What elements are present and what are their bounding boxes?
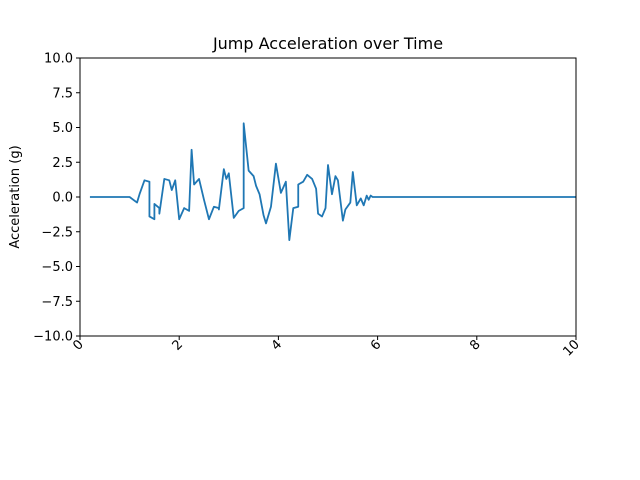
y-tick-label: 10.0 xyxy=(44,52,73,67)
x-tick-label: 10 xyxy=(561,337,583,359)
axis-ticks: −10.0 −7.5 −5.0 −2.5 0.0 2.5 5.0 7.5 10.0 0 2 4 6 8 10 xyxy=(33,52,583,360)
y-tick-label: −7.5 xyxy=(41,295,73,310)
x-tick-label: 4 xyxy=(269,337,285,353)
y-tick-label: 5.0 xyxy=(52,121,73,136)
x-tick-label: 0 xyxy=(70,337,86,353)
x-tick-label: 8 xyxy=(467,337,483,353)
y-tick-label: −2.5 xyxy=(41,225,73,240)
y-tick-label: 0.0 xyxy=(52,191,73,206)
y-axis-label: Acceleration (g) xyxy=(8,145,23,248)
y-tick-label: 2.5 xyxy=(52,156,73,171)
chart-title: Jump Acceleration over Time xyxy=(212,34,443,53)
y-tick-label: −5.0 xyxy=(41,260,73,275)
y-tick-label: −10.0 xyxy=(33,330,73,345)
plot-area xyxy=(89,122,576,241)
y-tick-label: 7.5 xyxy=(52,86,73,101)
x-tick-label: 2 xyxy=(170,337,186,353)
x-tick-label: 6 xyxy=(368,337,384,353)
acceleration-series-line xyxy=(89,122,576,241)
plot-frame xyxy=(79,57,577,337)
